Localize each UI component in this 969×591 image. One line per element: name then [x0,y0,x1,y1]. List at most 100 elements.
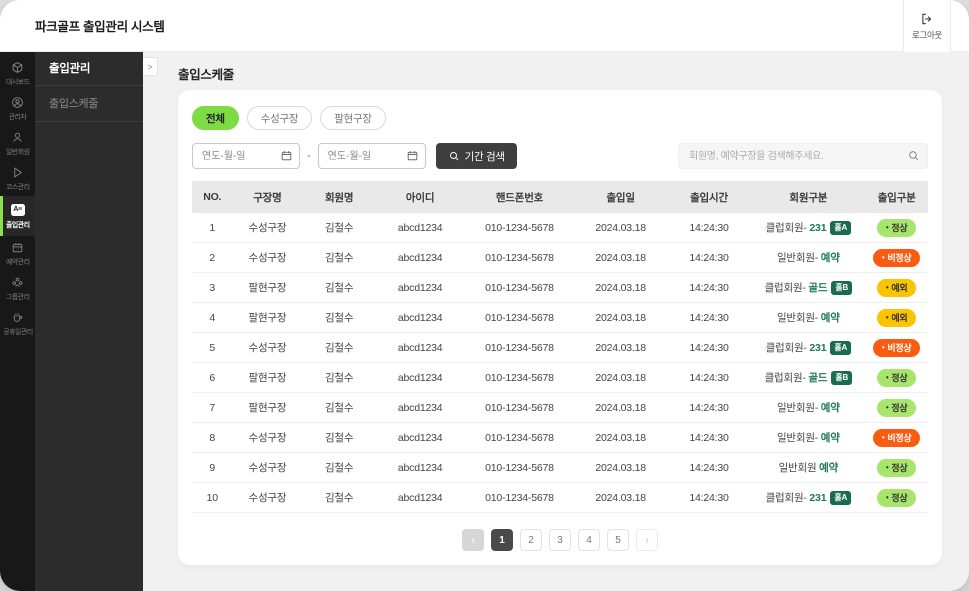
member-type-value: 231 [809,342,827,354]
id-card-icon: A≡ [10,203,25,217]
cell-time: 14:24:30 [689,431,729,444]
date-to-input[interactable] [317,143,426,169]
page-title: 출입스케줄 [178,68,235,82]
sidebar-item-2[interactable]: 일반회원 [0,126,35,161]
pagination-prev-button[interactable]: ‹ [462,529,484,551]
cell-access-status: • 정상 [865,368,928,387]
cell-phone: 010-1234-5678 [485,341,554,354]
sidebar-item-5[interactable]: 예약관리 [0,236,35,271]
date-from-field [192,143,300,169]
cell-date: 2024.03.18 [595,251,646,264]
cell-court: 수성구장 [248,462,287,474]
member-type-text: 클럽회원- [765,222,810,234]
keyword-search-input[interactable] [678,143,928,169]
sidebar-collapse-button[interactable]: > [143,57,158,76]
cell-time: 14:24:30 [689,341,729,354]
status-badge: • 정상 [876,368,917,387]
sidebar-item-label: 예약관리 [5,257,30,266]
period-search-button[interactable]: 기간 검색 [435,143,517,169]
chevron-right-icon: > [147,61,153,72]
status-dot: • [885,313,889,322]
court-chip-0[interactable]: 전체 [192,106,239,130]
table-row: 4 팔현구장 김철수 abcd1234 010-1234-5678 2024.03.18 1… [192,303,928,333]
table-body: 1 수성구장 김철수 abcd1234 010-1234-5678 2024.03.18 1… [192,213,928,513]
cell-date: 2024.03.18 [595,341,646,354]
cell-member-name: 김철수 [324,372,354,384]
sidebar-item-0[interactable]: 대시보드 [0,56,35,91]
hole-badge: 홀A [830,340,852,355]
sidebar-submenu-panel: 출입관리 출입스케줄 [35,52,143,591]
column-header: 출입시간 [690,191,728,204]
column-header: NO. [203,191,222,203]
column-header: 출입일 [606,191,635,204]
status-dot: • [885,223,889,232]
cell-user-id: abcd1234 [397,221,443,234]
status-dot: • [885,463,889,472]
status-dot: • [881,343,885,352]
cell-time: 14:24:30 [689,491,729,504]
sidebar-item-label: 일반회원 [5,147,30,156]
member-type-text: 일반회원- [776,312,821,324]
cell-member-type: 클럽회원- 231 홀A [751,220,865,235]
status-dot: • [881,253,885,262]
status-dot: • [885,373,889,382]
sidebar-item-label: 그룹관리 [5,292,30,301]
sidebar-item-1[interactable]: 관리자 [0,91,35,126]
cube-icon [11,60,25,74]
table-row: 7 팔현구장 김철수 abcd1234 010-1234-5678 2024.03.18 1… [192,393,928,423]
logout-button[interactable]: 로그아웃 [903,0,951,52]
pagination-page-5[interactable]: 5 [607,529,629,551]
sidebar-item-7[interactable]: 공휴일관리 [0,306,35,341]
sidebar-item-label: 대시보드 [5,77,30,86]
cell-phone: 010-1234-5678 [485,401,554,414]
member-type-value: 예약 [820,432,840,444]
pagination-page-4[interactable]: 4 [578,529,600,551]
court-chip-1[interactable]: 수성구장 [246,106,313,130]
cell-user-id: abcd1234 [397,311,443,324]
cell-access-status: • 비정상 [865,248,928,267]
column-header: 회원구분 [789,191,828,204]
cell-member-name: 김철수 [324,252,354,264]
cell-time: 14:24:30 [689,221,729,234]
cell-user-id: abcd1234 [397,251,443,264]
search-icon[interactable] [907,149,920,162]
cell-member-name: 김철수 [324,222,354,234]
cell-no: 9 [209,461,216,474]
cell-member-type: 일반회원 예약 [751,460,865,475]
court-chip-2[interactable]: 팔현구장 [320,106,386,130]
table-row: 9 수성구장 김철수 abcd1234 010-1234-5678 2024.03.18 1… [192,453,928,483]
cell-no: 2 [209,251,216,264]
sidebar-item-4[interactable]: A≡ 출입관리 [0,196,35,236]
submenu-item-0[interactable]: 출입스케줄 [35,86,143,122]
cell-court: 팔현구장 [248,372,287,384]
keyword-search-field [678,143,928,169]
cell-member-type: 클럽회원- 231 홀A [751,340,865,355]
hole-badge: 홀B [831,370,853,385]
date-from-input[interactable] [192,143,300,169]
pagination-page-2[interactable]: 2 [520,529,542,551]
sidebar-item-3[interactable]: 코스관리 [0,161,35,196]
cell-court: 수성구장 [248,342,287,354]
cell-no: 4 [209,311,216,324]
cell-phone: 010-1234-5678 [485,311,554,324]
sidebar-item-6[interactable]: 그룹관리 [0,271,35,306]
person-icon [11,130,25,144]
pagination-page-1[interactable]: 1 [491,529,513,551]
cell-phone: 010-1234-5678 [485,281,554,294]
cell-member-name: 김철수 [324,492,354,504]
cell-court: 수성구장 [248,252,287,264]
cell-phone: 010-1234-5678 [485,431,554,444]
cell-no: 1 [209,221,216,234]
cell-no: 7 [209,401,216,414]
cell-user-id: abcd1234 [397,371,443,384]
cell-member-type: 클럽회원- 골드 홀B [751,370,865,385]
cell-access-status: • 비정상 [865,338,928,357]
status-dot: • [881,433,885,442]
cell-date: 2024.03.18 [595,461,646,474]
pagination-page-3[interactable]: 3 [549,529,571,551]
period-search-label: 기간 검색 [464,150,505,163]
pagination-next-button[interactable]: › [636,529,658,551]
member-type-text: 일반회원- [776,402,821,414]
